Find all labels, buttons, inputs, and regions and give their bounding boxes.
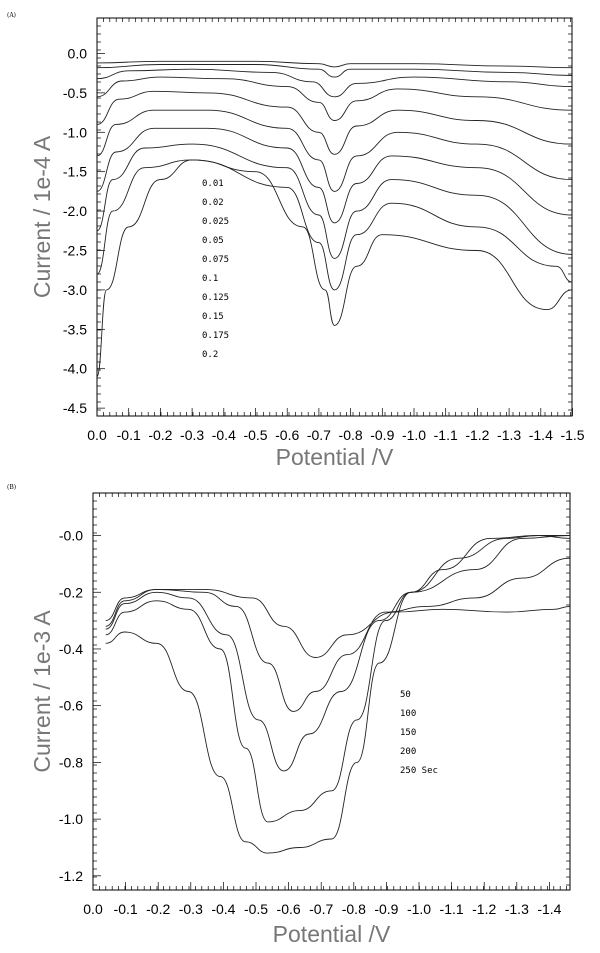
- panel-a-x-tick-label: -0.2: [148, 427, 172, 443]
- panel-a-plot-frame: [96, 17, 573, 417]
- panel-b-series-line-3: [105, 535, 571, 772]
- panel-a-y-tick-label: -2.0: [63, 203, 87, 219]
- panel-b-x-tick-label: -0.4: [211, 901, 235, 917]
- panel-a-x-tick-label: -0.5: [243, 427, 267, 443]
- panel-a-x-tick-label: -1.5: [560, 427, 584, 443]
- panel-b-x-tick-label: -0.1: [114, 901, 138, 917]
- panel-a-x-tick-label: -1.1: [434, 427, 458, 443]
- panel-a-x-tick-label: -1.3: [497, 427, 521, 443]
- panel-a-series-line-10: [96, 159, 573, 378]
- panel-a-series-line-6: [96, 109, 573, 192]
- panel-a-y-tick-label: -4.5: [63, 400, 87, 416]
- panel-b-y-tick-label: -0.6: [59, 698, 83, 714]
- panel-b-y-tick-label: -0.0: [59, 528, 83, 544]
- panel-b-x-tick-label: -0.3: [179, 901, 203, 917]
- panel-b-y-tick-label: -0.4: [59, 641, 83, 657]
- panel-b-x-tick-label: -1.1: [440, 901, 464, 917]
- panel-a-x-tick-label: -0.7: [307, 427, 331, 443]
- panel-a-x-tick-label: -0.4: [212, 427, 236, 443]
- panel-b-legend-label: 200: [400, 747, 416, 757]
- panel-a-legend-label: 0.2: [202, 350, 218, 360]
- panel-a-series-line-1: [96, 60, 573, 69]
- panel-a-x-tick-label: -1.2: [465, 427, 489, 443]
- panel-b-plot-frame: [92, 492, 571, 891]
- panel-b-y-tick-label: -1.2: [59, 868, 83, 884]
- panel-b-x-tick-label: -0.5: [244, 901, 268, 917]
- panel-a-legend-label: 0.075: [202, 255, 229, 265]
- panel-a-x-tick-label: -0.6: [275, 427, 299, 443]
- panel-a-series-line-9: [96, 159, 573, 291]
- panel-b-y-axis-title: Current / 1e-3 A: [29, 610, 55, 773]
- panel-a-legend-label: 0.01: [202, 179, 224, 189]
- panel-a-label: (A): [7, 12, 17, 19]
- panel-a-series-line-2: [96, 64, 573, 78]
- panel-a-series-line-3: [96, 68, 573, 98]
- panel-b-x-tick-label: -1.2: [472, 901, 496, 917]
- panel-b-legend-label: 150: [400, 728, 416, 738]
- panel-b-label: (B): [7, 484, 17, 491]
- panel-b-y-tick-label: -0.8: [59, 754, 83, 770]
- panel-a-y-tick-label: -1.0: [63, 124, 87, 140]
- panel-a-series-line-4: [96, 76, 573, 121]
- panel-a-legend-label: 0.05: [202, 236, 224, 246]
- panel-b-series-line-4: [105, 535, 571, 823]
- panel-b-x-tick-label: -0.2: [146, 901, 170, 917]
- panel-a-x-tick-label: -1.0: [402, 427, 426, 443]
- panel-a-y-tick-label: -4.0: [63, 361, 87, 377]
- panel-b-x-tick-label: -0.6: [277, 901, 301, 917]
- panel-a-legend-label: 0.15: [202, 312, 224, 322]
- panel-b-series-line-2: [105, 557, 571, 712]
- panel-b-x-tick-label: 0.0: [83, 901, 103, 917]
- panel-b-legend-label: 50: [400, 690, 411, 700]
- panel-a-x-tick-label: -0.9: [370, 427, 394, 443]
- panel-a-series-line-8: [96, 143, 573, 259]
- panel-b-legend-label: 250 Sec: [400, 766, 438, 776]
- panel-a-x-tick-label: 0.0: [87, 427, 107, 443]
- panel-b-legend-label: 100: [400, 709, 416, 719]
- panel-b-x-axis-title: Potential /V: [273, 921, 391, 947]
- panel-a-y-axis-title: Current / 1e-4 A: [29, 135, 55, 298]
- panel-a-x-tick-label: -0.3: [180, 427, 204, 443]
- panel-a-y-tick-label: -1.5: [63, 164, 87, 180]
- panel-a-legend-label: 0.1: [202, 274, 218, 284]
- panel-a-legend-label: 0.175: [202, 331, 229, 341]
- panel-b-y-tick-label: -1.0: [59, 811, 83, 827]
- panel-a-legend-label: 0.125: [202, 293, 229, 303]
- panel-a-series-line-7: [96, 127, 573, 224]
- panel-a-y-tick-label: -3.5: [63, 321, 87, 337]
- panel-a-y-tick-label: -3.0: [63, 282, 87, 298]
- panel-b-x-tick-label: -0.7: [309, 901, 333, 917]
- panel-b-x-tick-label: -0.8: [342, 901, 366, 917]
- panel-a-x-tick-label: -0.1: [117, 427, 141, 443]
- panel-b-y-tick-label: -0.2: [59, 584, 83, 600]
- panel-b-series-line-5: [105, 535, 570, 854]
- panel-a-series-line-5: [96, 90, 573, 155]
- panel-a-y-tick-label: 0.0: [68, 45, 88, 61]
- panel-b-x-tick-label: -0.9: [374, 901, 398, 917]
- panel-b-x-tick-label: -1.3: [505, 901, 529, 917]
- panel-a-x-tick-label: -0.8: [339, 427, 363, 443]
- panel-b-x-tick-label: -1.0: [407, 901, 431, 917]
- panel-a-legend-label: 0.025: [202, 217, 229, 227]
- panel-b-x-tick-label: -1.4: [537, 901, 561, 917]
- panel-a-x-tick-label: -1.4: [529, 427, 553, 443]
- panel-a-legend-label: 0.02: [202, 198, 224, 208]
- panel-b-series-line-1: [105, 588, 571, 658]
- panel-a-y-tick-label: -2.5: [63, 242, 87, 258]
- panel-a-y-tick-label: -0.5: [63, 85, 87, 101]
- panel-a-x-axis-title: Potential /V: [276, 444, 394, 470]
